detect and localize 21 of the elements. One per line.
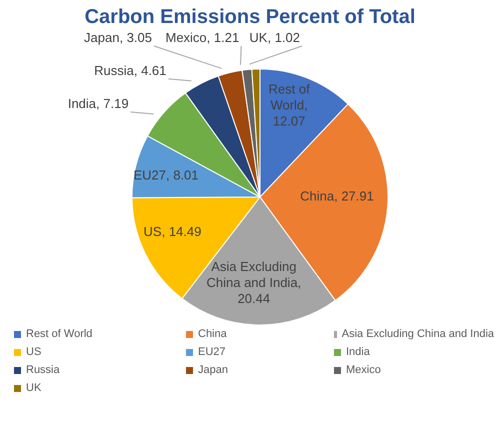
data-label: Russia, 4.61 xyxy=(94,62,166,78)
legend-label: Japan xyxy=(198,364,228,376)
legend-label: India xyxy=(346,346,370,358)
data-label: Rest of World, 12.07 xyxy=(268,82,310,129)
data-label: India, 7.19 xyxy=(68,96,129,111)
legend-label: Asia Excluding China and India xyxy=(342,328,494,340)
data-label: China, 27.91 xyxy=(300,188,374,204)
legend-label: Rest of World xyxy=(26,328,92,340)
legend-label: Russia xyxy=(26,364,60,376)
data-label: Mexico, 1.21 xyxy=(165,30,240,45)
data-label: Japan, 3.05 xyxy=(84,30,152,45)
data-label: US, 14.49 xyxy=(144,224,202,240)
legend-label: China xyxy=(198,328,227,340)
data-label: UK, 1.02 xyxy=(249,30,300,45)
legend-label: EU27 xyxy=(198,346,226,358)
data-label: EU27, 8.01 xyxy=(133,168,199,184)
legend-label: UK xyxy=(26,382,42,394)
legend-label: Mexico xyxy=(346,364,381,376)
legend-label: US xyxy=(26,346,42,358)
chart-title: Carbon Emissions Percent of Total xyxy=(84,6,416,29)
data-label: Asia Excluding China and India, 20.44 xyxy=(206,260,302,307)
